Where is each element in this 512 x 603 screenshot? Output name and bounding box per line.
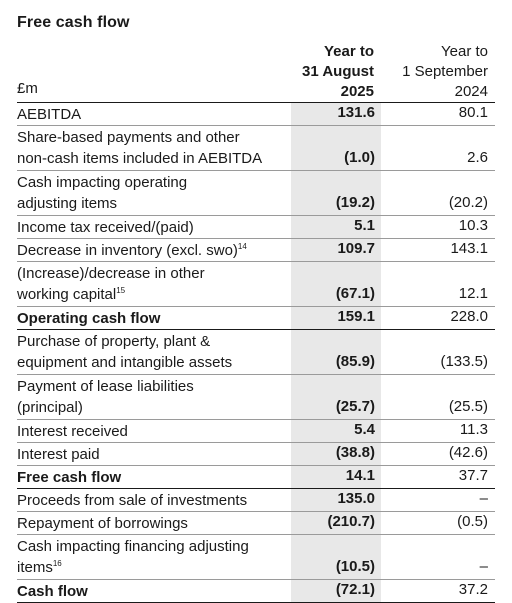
row-label: Cash impacting operating adjusting items [17,174,188,212]
table-row: Operating cash flow 159.1 228.0 [17,307,495,330]
row-label: Interest received [17,423,128,440]
row-label: Repayment of borrowings [17,515,188,532]
value-2024: (0.5) [457,513,488,530]
value-2024: 37.7 [458,467,488,484]
value-2024: 37.2 [458,581,488,598]
value-2025: 159.1 [337,308,375,325]
table-row: Proceeds from sale of investments 135.0 – [17,489,495,512]
table-row: AEBITDA 131.6 80.1 [17,103,495,126]
current-year-column-shade [291,580,381,602]
table-row: Free cash flow 14.1 37.7 [17,466,495,489]
table-row: Cash flow (72.1) 37.2 [17,580,495,603]
value-2025: (72.1) [335,581,375,598]
current-year-column-shade [291,239,381,261]
current-year-column-shade [291,330,381,374]
current-year-column-shade [291,512,381,534]
header-divider [17,102,495,103]
current-year-column-shade [291,466,381,488]
row-label: Interest paid [17,446,100,463]
row-label: Cash flow [17,583,88,600]
row-label: Free cash flow [17,469,122,486]
value-2024: 228.0 [450,308,488,325]
column-header-2025: Year to 31 August 2025 [302,43,374,100]
value-2025: 5.1 [354,217,375,234]
current-year-column-shade [291,535,381,579]
table-row: Interest received 5.4 11.3 [17,420,495,443]
row-label: Decrease in inventory (excl. swo)14 [17,242,247,259]
current-year-column-shade [291,443,381,465]
unit-label: £m [17,80,38,97]
value-2025: 109.7 [337,240,375,257]
row-label: (Increase)/decrease in other working capi… [17,265,205,303]
value-2025: 14.1 [345,467,375,484]
table-row: Share-based payments and other non-cash i… [17,126,495,171]
table-row: Repayment of borrowings (210.7) (0.5) [17,512,495,535]
row-label: Purchase of property, plant & equipment a… [17,333,233,371]
value-2025: (25.7) [335,398,375,415]
current-year-column-shade [291,420,381,442]
value-2025: (67.1) [335,285,375,302]
value-2025: (210.7) [327,513,375,530]
row-label: Proceeds from sale of investments [17,492,248,509]
value-2024: (20.2) [448,194,488,211]
current-year-column-shade [291,126,381,170]
current-year-column-shade [291,216,381,238]
value-2024: (42.6) [448,444,488,461]
current-year-column-shade [291,375,381,419]
value-2024: 12.1 [458,285,488,302]
value-2024: 143.1 [450,240,488,257]
value-2024: (25.5) [448,398,488,415]
value-2024: 10.3 [458,217,488,234]
table-row: Decrease in inventory (excl. swo)14 109.7… [17,239,495,262]
table-header: £m Year to 31 August 2025 Year to 1 Sept… [0,40,512,102]
row-label: Share-based payments and other non-cash i… [17,129,263,167]
value-2025: 5.4 [354,421,375,438]
table-row: Cash impacting operating adjusting items (… [17,171,495,216]
row-label: Operating cash flow [17,310,161,327]
value-2025: (85.9) [335,353,375,370]
table-row: Income tax received/(paid) 5.1 10.3 [17,216,495,239]
table-body: AEBITDA 131.6 80.1 Share-based payments and… [17,103,495,603]
row-label: Income tax received/(paid) [17,219,194,236]
value-2025: (38.8) [335,444,375,461]
value-2025: (10.5) [335,558,375,575]
value-2024: 80.1 [458,104,488,121]
current-year-column-shade [291,307,381,329]
value-2025: (19.2) [335,194,375,211]
current-year-column-shade [291,489,381,511]
table-title: Free cash flow [17,14,130,31]
current-year-column-shade [291,171,381,215]
value-2024: – [479,558,488,575]
table-row: Cash impacting financing adjusting items1… [17,535,495,580]
value-2024: 2.6 [467,149,488,166]
current-year-column-shade [291,103,381,125]
current-year-column-shade [291,262,381,306]
value-2025: 131.6 [337,104,375,121]
table-row: (Increase)/decrease in other working capi… [17,262,495,307]
column-header-2024: Year to 1 September 2024 [402,43,488,100]
row-label: Payment of lease liabilities (principal) [17,378,194,416]
value-2025: 135.0 [337,490,375,507]
value-2024: – [479,490,488,507]
value-2024: (133.5) [440,353,488,370]
table-row: Payment of lease liabilities (principal) (… [17,375,495,420]
row-label: AEBITDA [17,106,82,123]
table-row: Interest paid (38.8) (42.6) [17,443,495,466]
value-2024: 11.3 [459,421,488,438]
row-label: Cash impacting financing adjusting items1… [17,538,249,576]
table-row: Purchase of property, plant & equipment a… [17,330,495,375]
value-2025: (1.0) [344,149,375,166]
